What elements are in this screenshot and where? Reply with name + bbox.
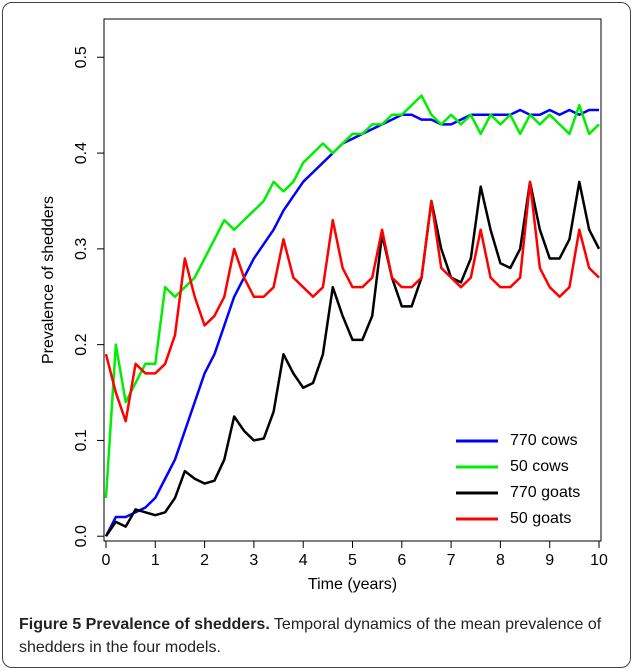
x-tick-label: 5: [348, 552, 357, 569]
legend-label: 50 cows: [510, 458, 569, 475]
series-line: [104, 180, 600, 423]
y-tick-label: 0.5: [73, 46, 90, 68]
y-tick-label: 0.3: [73, 238, 90, 260]
caption-text: Temporal dynamics of the mean prevalence…: [19, 616, 602, 656]
x-tick-label: 0: [102, 552, 111, 569]
legend-label: 770 goats: [510, 484, 580, 501]
y-tick-label: 0.1: [73, 429, 90, 451]
legend-label: 770 cows: [510, 432, 578, 449]
y-axis-label: Prevalence of shedders: [40, 196, 57, 364]
series-line: [104, 108, 600, 537]
x-tick-label: 2: [200, 552, 209, 569]
caption-label: Figure 5 Prevalence of shedders.: [19, 616, 270, 633]
x-tick-label: 8: [496, 552, 505, 569]
x-tick-label: 10: [590, 552, 608, 569]
y-tick-label: 0.4: [73, 142, 90, 164]
x-tick-label: 6: [397, 552, 406, 569]
x-tick-label: 4: [299, 552, 308, 569]
x-tick-label: 9: [545, 552, 554, 569]
y-tick-label: 0.0: [73, 525, 90, 547]
x-axis-label: Time (years): [308, 576, 397, 593]
series-line: [104, 94, 600, 498]
x-tick-label: 7: [447, 552, 456, 569]
x-tick-label: 3: [249, 552, 258, 569]
x-tick-label: 1: [151, 552, 160, 569]
caption: Figure 5 Prevalence of shedders. Tempora…: [19, 613, 619, 659]
y-tick-label: 0.2: [73, 333, 90, 355]
chart: 0.0 0.1 0.2 0.3 0.4 0.5 0 1 2 3 4 5 6 7 8 9 10 Time (year…: [40, 18, 608, 593]
legend-label: 50 goats: [510, 510, 571, 527]
series-line: [104, 180, 601, 537]
